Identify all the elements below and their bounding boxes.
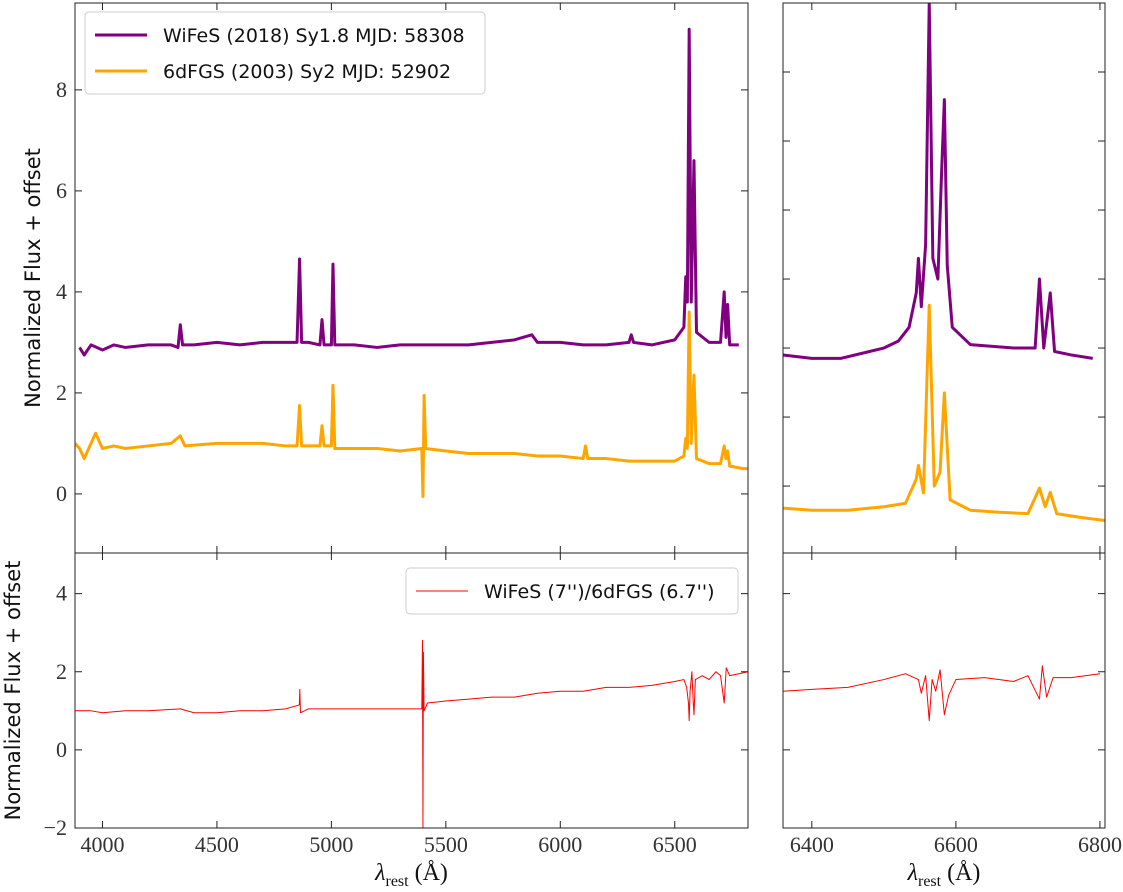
legend-label: WiFeS (7'')/6dFGS (6.7'') xyxy=(484,581,714,603)
x-tick-label: 5000 xyxy=(309,832,353,857)
y-tick-label: 2 xyxy=(56,380,67,405)
spectrum-line xyxy=(783,665,1101,722)
axes-frame xyxy=(782,552,1106,829)
x-label-symbol: λ xyxy=(374,860,385,886)
y-axis-label: Normalized Flux + offset xyxy=(1,561,25,821)
legend: WiFeS (7'')/6dFGS (6.7'') xyxy=(405,567,739,615)
legend-box xyxy=(405,567,739,615)
panel xyxy=(782,2,1106,554)
x-label-unit: (Å) xyxy=(947,860,980,886)
axes-frame xyxy=(74,552,749,829)
legend-label: 6dFGS (2003) Sy2 MJD: 52902 xyxy=(163,61,451,83)
x-label-subscript: rest xyxy=(918,873,942,890)
y-tick-label: 0 xyxy=(56,737,67,762)
x-tick-label: 6500 xyxy=(653,832,697,857)
y-tick-label: 8 xyxy=(56,77,67,102)
x-axis-label: λrest (Å) xyxy=(907,860,981,890)
lines xyxy=(783,3,1105,523)
spectrum-line xyxy=(783,303,1105,523)
legend-label: WiFeS (2018) Sy1.8 MJD: 58308 xyxy=(163,25,465,47)
panel: 4000 4500 5000 5500 6000 6500 −2 0 2 4 Normalized … xyxy=(1,552,749,890)
x-axis-label: λrest (Å) xyxy=(374,860,448,890)
lines xyxy=(783,665,1101,722)
y-tick-label: 4 xyxy=(56,581,67,606)
legend: WiFeS (2018) Sy1.8 MJD: 58308 6dFGS (2003… xyxy=(84,11,486,95)
x-label-symbol: λ xyxy=(907,860,918,886)
x-tick-label: 6800 xyxy=(1078,832,1122,857)
y-axis-label: Normalized Flux + offset xyxy=(21,148,45,408)
legend-box xyxy=(84,11,486,95)
y-tick-label: 2 xyxy=(56,659,67,684)
spectrum-line xyxy=(783,3,1093,360)
x-label-subscript: rest xyxy=(385,873,409,890)
panel: 6400 6600 6800 λrest (Å) xyxy=(782,552,1122,890)
y-tick-label: 4 xyxy=(56,279,67,304)
lines xyxy=(75,27,748,498)
x-label-unit: (Å) xyxy=(415,860,448,886)
panel: 0 2 4 6 8 Normalized Flux + offset WiFeS (2018… xyxy=(21,2,749,554)
y-tick-label: −2 xyxy=(44,815,67,840)
y-tick-label: 0 xyxy=(56,481,67,506)
x-tick-label: 6000 xyxy=(538,832,582,857)
x-tick-label: 6600 xyxy=(934,832,978,857)
x-tick-label: 5500 xyxy=(424,832,468,857)
y-tick-label: 6 xyxy=(56,178,67,203)
lines xyxy=(75,640,748,828)
x-tick-label: 4500 xyxy=(195,832,239,857)
spectrum-line xyxy=(75,310,748,498)
x-tick-label: 4000 xyxy=(80,832,124,857)
spectrum-line xyxy=(75,640,748,828)
axes-frame xyxy=(782,2,1106,554)
x-tick-label: 6400 xyxy=(790,832,834,857)
spectrum-line xyxy=(78,27,739,357)
